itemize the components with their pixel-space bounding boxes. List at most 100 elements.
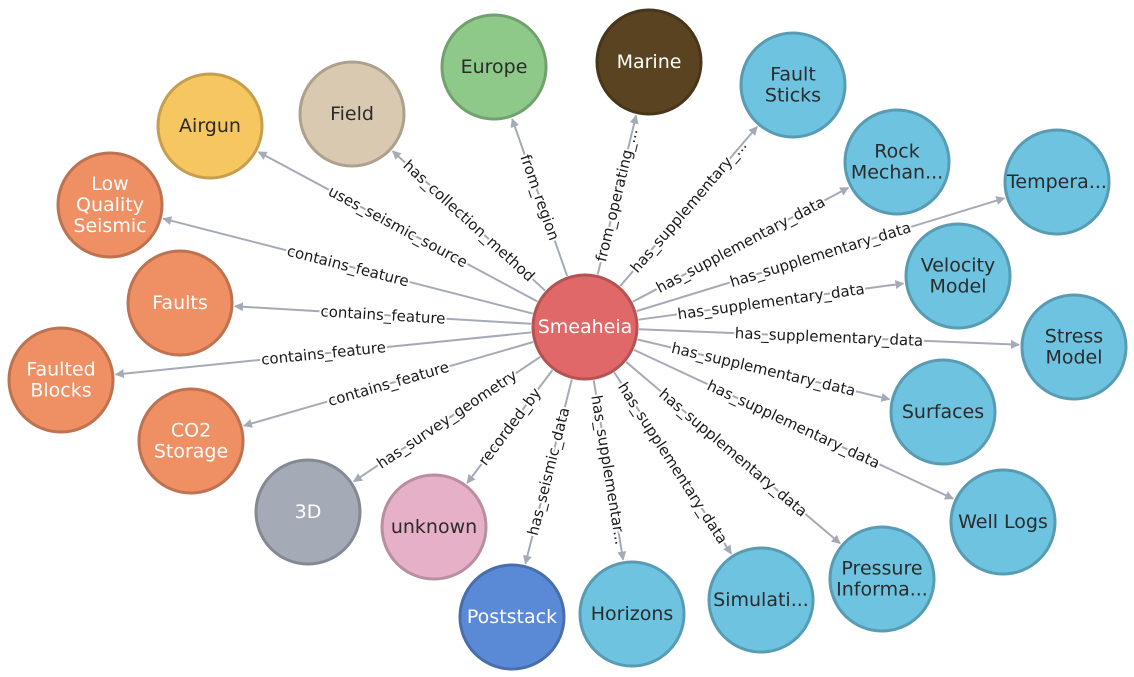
node-3d[interactable]: 3D xyxy=(254,458,362,566)
edge-simulati[interactable] xyxy=(613,371,733,555)
edge-stress-model[interactable] xyxy=(638,328,1020,349)
edge-well-logs[interactable] xyxy=(633,348,954,500)
node-circle[interactable] xyxy=(137,387,245,495)
edge-label-poststack: has_seismic_data xyxy=(524,406,574,538)
node-circle[interactable] xyxy=(949,468,1057,576)
node-airgun[interactable]: Airgun xyxy=(156,72,264,180)
node-circle[interactable] xyxy=(531,273,639,381)
node-circle[interactable] xyxy=(440,13,548,121)
node-label: Velocity Model xyxy=(921,255,996,298)
edge-label-low-quality-seismic: contains_feature xyxy=(285,242,411,292)
node-marine[interactable]: Marine xyxy=(595,8,703,116)
edge-pressure-informa[interactable] xyxy=(625,361,841,545)
node-label: Faults xyxy=(152,292,208,314)
node-circle[interactable] xyxy=(380,473,488,581)
edge-label-europe: from_region xyxy=(515,152,563,243)
edge-rock-mechan[interactable] xyxy=(632,186,850,303)
node-velocity-model[interactable]: Velocity Model xyxy=(904,222,1012,330)
node-surfaces[interactable]: Surfaces xyxy=(889,358,997,466)
node-label: Marine xyxy=(617,51,682,73)
node-circle[interactable] xyxy=(7,326,115,434)
edge-label-surfaces: has_supplementary_data xyxy=(669,339,857,401)
node-label: Fault Sticks xyxy=(765,64,821,107)
edge-label-velocity-model: has_supplementary_data xyxy=(676,280,865,324)
node-label: Rock Mechan... xyxy=(851,141,943,184)
node-circle[interactable] xyxy=(578,560,686,668)
edge-label-co2-storage: contains_feature xyxy=(326,358,452,411)
node-co2-storage[interactable]: CO2 Storage xyxy=(137,387,245,495)
node-field[interactable]: Field xyxy=(298,60,406,168)
node-circle[interactable] xyxy=(1020,293,1128,401)
node-faulted-blocks[interactable]: Faulted Blocks xyxy=(7,326,115,434)
edge-label-horizons: has_supplementar... xyxy=(586,394,629,546)
node-circle[interactable] xyxy=(904,222,1012,330)
node-label: CO2 Storage xyxy=(154,420,228,463)
node-europe[interactable]: Europe xyxy=(440,13,548,121)
node-stress-model[interactable]: Stress Model xyxy=(1020,293,1128,401)
edge-label-faulted-blocks: contains_feature xyxy=(260,338,386,370)
node-label: Simulati... xyxy=(713,589,809,611)
edge-velocity-model[interactable] xyxy=(638,280,905,321)
edge-label-faults: contains_feature xyxy=(320,302,446,328)
node-circle[interactable] xyxy=(739,31,847,139)
node-faults[interactable]: Faults xyxy=(126,249,234,357)
node-label: Airgun xyxy=(179,115,241,137)
node-circle[interactable] xyxy=(889,358,997,466)
node-label: Smeaheia xyxy=(538,316,633,338)
node-well-logs[interactable]: Well Logs xyxy=(949,468,1057,576)
edge-poststack[interactable] xyxy=(523,379,573,565)
edge-field[interactable] xyxy=(391,150,546,292)
node-circle[interactable] xyxy=(707,546,815,654)
edge-fault-sticks[interactable] xyxy=(619,126,758,287)
node-label: Horizons xyxy=(591,603,674,625)
node-circle[interactable] xyxy=(254,458,362,566)
node-tempera[interactable]: Tempera... xyxy=(1003,128,1111,236)
node-label: Low Quality Seismic xyxy=(73,173,146,237)
edge-horizons[interactable] xyxy=(592,380,627,561)
node-circle[interactable] xyxy=(1003,128,1111,236)
edge-surfaces[interactable] xyxy=(637,338,891,402)
node-label: Stress Model xyxy=(1045,326,1103,369)
node-pressure-informa[interactable]: Pressure Informa... xyxy=(828,525,936,633)
edge-low-quality-seismic[interactable] xyxy=(162,216,533,315)
edge-tempera[interactable] xyxy=(636,196,1006,313)
edge-europe[interactable] xyxy=(510,118,569,277)
edge-label-marine: from_operating_... xyxy=(592,127,643,264)
node-circle[interactable] xyxy=(56,151,164,259)
node-low-quality-seismic[interactable]: Low Quality Seismic xyxy=(56,151,164,259)
edge-airgun[interactable] xyxy=(257,151,538,303)
node-circle[interactable] xyxy=(595,8,703,116)
edge-faults[interactable] xyxy=(234,302,532,325)
node-fault-sticks[interactable]: Fault Sticks xyxy=(739,31,847,139)
edge-co2-storage[interactable] xyxy=(242,341,534,428)
node-label: Faulted Blocks xyxy=(26,359,95,402)
edge-3d[interactable] xyxy=(352,356,541,483)
edge-faulted-blocks[interactable] xyxy=(114,331,532,379)
node-simulati[interactable]: Simulati... xyxy=(707,546,815,654)
node-circle[interactable] xyxy=(298,60,406,168)
node-label: Well Logs xyxy=(958,511,1048,533)
node-unknown[interactable]: unknown xyxy=(380,473,488,581)
node-label: unknown xyxy=(391,516,477,538)
edge-label-field: has_collection_method xyxy=(399,156,538,286)
node-circle[interactable] xyxy=(828,525,936,633)
edge-unknown[interactable] xyxy=(466,369,554,484)
node-label: Europe xyxy=(461,56,528,78)
node-poststack[interactable]: Poststack xyxy=(458,563,566,671)
node-circle[interactable] xyxy=(458,563,566,671)
node-rock-mechan[interactable]: Rock Mechan... xyxy=(843,108,951,216)
nodes: Europe Marine Fault Sticks Rock Mechan... Temp… xyxy=(7,8,1128,671)
node-center-smeaheia[interactable]: Smeaheia xyxy=(531,273,639,381)
node-circle[interactable] xyxy=(843,108,951,216)
node-circle[interactable] xyxy=(126,249,234,357)
node-label: Poststack xyxy=(467,606,557,628)
node-label: Tempera... xyxy=(1006,171,1107,193)
node-circle[interactable] xyxy=(156,72,264,180)
edge-marine[interactable] xyxy=(596,114,639,275)
node-label: 3D xyxy=(295,501,322,523)
node-label: Surfaces xyxy=(902,401,984,423)
node-label: Field xyxy=(330,103,374,125)
node-horizons[interactable]: Horizons xyxy=(578,560,686,668)
node-label: Pressure Informa... xyxy=(836,558,928,601)
